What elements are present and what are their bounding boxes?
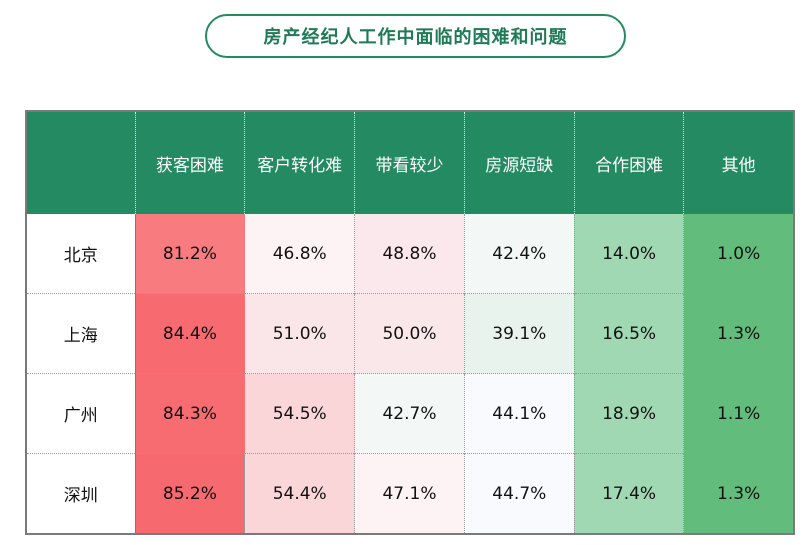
heat-cell: 85.2%	[134, 453, 245, 534]
column-header: 获客困难	[134, 111, 245, 214]
row-label-city: 深圳	[26, 453, 136, 534]
row-label-city: 广州	[26, 373, 136, 454]
column-header: 房源短缺	[463, 111, 575, 214]
heat-cell: 44.1%	[463, 373, 575, 454]
corner-cell	[26, 111, 135, 214]
heat-cell: 50.0%	[354, 293, 465, 374]
heat-cell: 81.2%	[134, 214, 245, 294]
heat-cell: 14.0%	[573, 214, 684, 294]
heat-cell: 84.3%	[134, 373, 245, 454]
heat-cell: 54.4%	[244, 453, 355, 534]
heat-cell: 54.5%	[244, 373, 355, 454]
heat-cell: 1.1%	[683, 373, 794, 454]
heat-cell: 84.4%	[134, 293, 245, 374]
table-row: 北京 81.2% 46.8% 48.8% 42.4% 14.0% 1.0%	[26, 214, 794, 294]
column-header: 带看较少	[354, 111, 465, 214]
table-row: 上海 84.4% 51.0% 50.0% 39.1% 16.5% 1.3%	[26, 293, 794, 374]
heat-cell: 51.0%	[244, 293, 355, 374]
heat-cell: 47.1%	[354, 453, 465, 534]
heat-cell: 44.7%	[463, 453, 575, 534]
row-label-city: 北京	[26, 214, 136, 294]
column-header: 其他	[683, 111, 794, 214]
heat-cell: 42.4%	[463, 214, 575, 294]
table-row: 广州 84.3% 54.5% 42.7% 44.1% 18.9% 1.1%	[26, 373, 794, 454]
heatmap-table: 获客困难 客户转化难 带看较少 房源短缺 合作困难 其他 北京 81.2% 46.8…	[25, 110, 795, 535]
heat-cell: 1.0%	[683, 214, 794, 294]
heat-cell: 39.1%	[463, 293, 575, 374]
heat-cell: 48.8%	[354, 214, 465, 294]
heat-cell: 16.5%	[573, 293, 684, 374]
header-row: 获客困难 客户转化难 带看较少 房源短缺 合作困难 其他	[26, 111, 794, 214]
column-header: 客户转化难	[244, 111, 355, 214]
heat-cell: 46.8%	[244, 214, 355, 294]
heat-cell: 17.4%	[573, 453, 684, 534]
chart-title: 房产经纪人工作中面临的困难和问题	[205, 14, 626, 58]
row-label-city: 上海	[26, 293, 136, 374]
heat-cell: 42.7%	[354, 373, 465, 454]
column-header: 合作困难	[573, 111, 684, 214]
heat-cell: 1.3%	[683, 293, 794, 374]
heat-cell: 18.9%	[573, 373, 684, 454]
heat-cell: 1.3%	[683, 453, 794, 534]
table-row: 深圳 85.2% 54.4% 47.1% 44.7% 17.4% 1.3%	[26, 453, 794, 534]
